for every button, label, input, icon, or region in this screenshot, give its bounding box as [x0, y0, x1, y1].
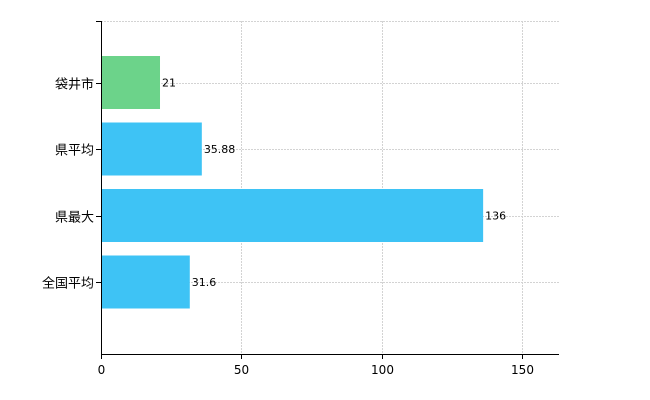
axes-layer [96, 21, 559, 359]
bar-0 [102, 56, 161, 109]
data-label-3: 31.6 [192, 276, 217, 289]
bar-1 [102, 122, 202, 176]
bar-3 [102, 255, 190, 309]
category-label-1: 県平均 [55, 144, 94, 159]
x-tick-label-0: 0 [98, 363, 106, 377]
bar-2 [102, 189, 484, 242]
x-tick-label-50: 50 [234, 363, 249, 377]
data-label-0: 21 [162, 77, 176, 90]
bars-layer [102, 56, 484, 309]
data-label-2: 136 [485, 210, 506, 223]
category-label-0: 袋井市 [55, 77, 94, 93]
category-label-2: 県最大 [55, 211, 94, 226]
x-tick-label-150: 150 [511, 363, 534, 377]
category-label-3: 全国平均 [42, 276, 94, 292]
x-tick-label-100: 100 [371, 363, 394, 377]
data-label-1: 35.88 [204, 143, 236, 156]
